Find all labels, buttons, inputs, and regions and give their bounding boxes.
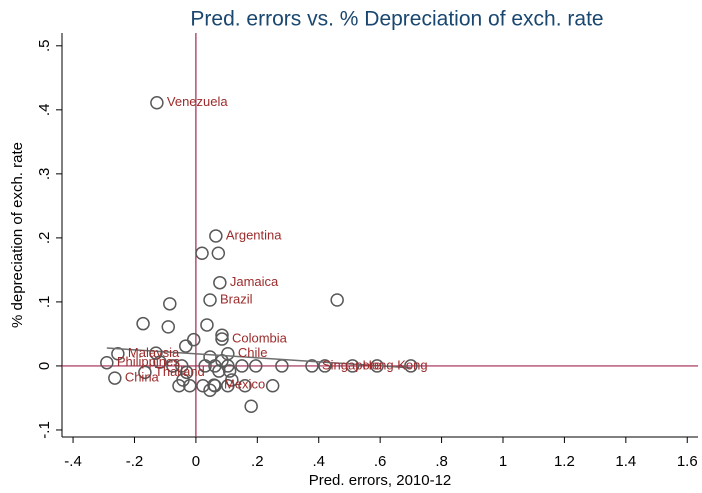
point	[198, 359, 212, 373]
x-tick-label: .6	[374, 453, 387, 470]
point	[163, 297, 177, 311]
point	[153, 355, 167, 369]
point	[186, 332, 201, 347]
point	[222, 364, 237, 378]
point-label: Colombia	[232, 330, 288, 345]
y-tick-label: 0	[36, 362, 53, 370]
y-tick-label: -.1	[36, 421, 53, 439]
point	[213, 275, 227, 290]
x-tick-label: -.4	[64, 453, 82, 470]
x-tick-label: 1.6	[677, 453, 698, 470]
point	[200, 318, 214, 332]
x-tick-label: 1.4	[615, 453, 636, 470]
point	[238, 379, 252, 393]
point-label: Philippines	[117, 354, 180, 369]
point-label: Singapore	[322, 357, 381, 372]
point-label: China	[125, 370, 160, 385]
x-tick-label: .2	[251, 453, 264, 470]
point	[305, 359, 319, 373]
y-tick-label: .1	[36, 296, 53, 309]
point	[265, 379, 280, 393]
fit-line	[106, 347, 411, 369]
point-label: Hong Kong	[363, 357, 428, 372]
y-tick-label: .4	[36, 104, 53, 117]
point	[203, 383, 217, 398]
chart-title: Pred. errors vs. % Depreciation of exch.…	[190, 8, 603, 31]
point-label: Venezuela	[167, 94, 228, 109]
x-tick-label: 0	[192, 453, 200, 470]
y-tick-label: .2	[36, 232, 53, 245]
point-label: Thailand	[155, 364, 205, 379]
point	[149, 346, 163, 360]
point	[330, 293, 344, 307]
point	[215, 328, 229, 342]
point	[203, 293, 217, 307]
y-tick-label: .3	[36, 168, 53, 181]
point	[235, 359, 249, 373]
point	[208, 379, 222, 393]
point	[249, 359, 263, 373]
point	[209, 229, 223, 243]
point	[138, 365, 152, 380]
point	[176, 373, 190, 387]
point	[136, 316, 150, 331]
x-tick-label: -.2	[126, 453, 144, 470]
point	[318, 359, 332, 373]
y-tick-label: .5	[36, 40, 53, 53]
point-label: Malaysia	[128, 345, 180, 360]
y-axis-title: % depreciation of exch. rate	[9, 142, 26, 328]
point	[179, 365, 194, 380]
x-tick-label: .4	[312, 453, 325, 470]
point	[404, 359, 418, 373]
point	[195, 246, 209, 260]
point	[225, 373, 239, 387]
point-label: Jamaica	[230, 274, 279, 289]
point-label: Argentina	[226, 227, 282, 242]
point	[244, 399, 258, 414]
x-tick-label: 1.2	[554, 453, 575, 470]
point	[166, 359, 180, 373]
point	[215, 332, 229, 346]
point-label: Mexico	[224, 377, 265, 392]
point-label: Chile	[238, 345, 268, 360]
x-axis-title: Pred. errors, 2010-12	[309, 472, 452, 489]
point-label: Brazil	[220, 291, 253, 306]
point	[100, 355, 114, 370]
x-tick-label: .8	[435, 453, 448, 470]
point	[161, 320, 176, 334]
point	[150, 96, 164, 110]
x-tick-label: 1	[499, 453, 507, 470]
point	[345, 359, 360, 373]
point	[212, 364, 226, 378]
point	[111, 347, 125, 361]
point	[211, 246, 226, 260]
point	[108, 371, 122, 385]
